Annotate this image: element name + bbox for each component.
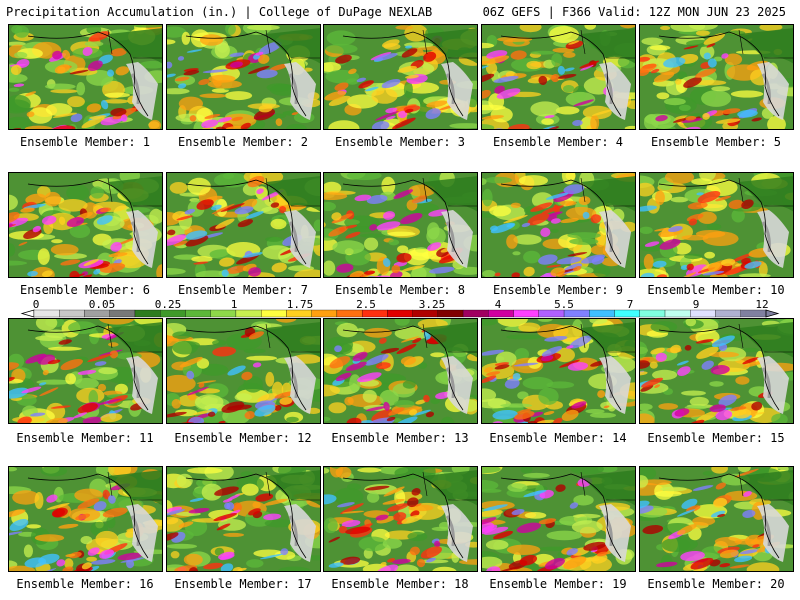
ensemble-member-label: Ensemble Member: 19 — [489, 577, 627, 591]
ensemble-member-map — [166, 24, 321, 130]
ensemble-member-label: Ensemble Member: 4 — [492, 135, 624, 149]
ensemble-member-label: Ensemble Member: 8 — [334, 283, 466, 297]
ensemble-member-label: Ensemble Member: 14 — [489, 431, 627, 445]
ensemble-member-map — [166, 172, 321, 278]
ensemble-member-map — [323, 172, 478, 278]
colorbar-tick-label: 5.5 — [554, 298, 574, 311]
colorbar-tick-label: 0 — [32, 298, 40, 311]
colorbar-tick-label: 1.75 — [286, 298, 314, 311]
ensemble-member-map — [8, 172, 163, 278]
colorbar-swatch — [387, 309, 413, 318]
ensemble-member-label: Ensemble Member: 9 — [492, 283, 624, 297]
colorbar-swatch — [664, 309, 691, 318]
ensemble-member-label: Ensemble Member: 11 — [16, 431, 154, 445]
ensemble-member-label: Ensemble Member: 17 — [174, 577, 312, 591]
colorbar-tick-label: 0.25 — [154, 298, 182, 311]
colorbar-swatch — [740, 309, 767, 318]
colorbar-swatch — [59, 309, 85, 318]
ensemble-member-label: Ensemble Member: 2 — [177, 135, 309, 149]
ensemble-member-map — [639, 466, 794, 572]
ensemble-member-map — [639, 172, 794, 278]
ensemble-member-map — [323, 318, 478, 424]
precip-colorbar — [20, 309, 780, 318]
colorbar-swatch — [513, 309, 539, 318]
colorbar-swatch — [261, 309, 287, 318]
colorbar-swatch — [84, 309, 110, 318]
ensemble-member-label: Ensemble Member: 10 — [647, 283, 785, 297]
ensemble-member-map — [481, 318, 636, 424]
colorbar-swatch — [286, 309, 312, 318]
colorbar-tick-label: 0.05 — [88, 298, 116, 311]
colorbar-swatch — [538, 309, 565, 318]
ensemble-member-map — [166, 318, 321, 424]
ensemble-member-map — [8, 24, 163, 130]
ensemble-member-map — [323, 24, 478, 130]
colorbar-swatch — [462, 309, 489, 318]
colorbar-tick-label: 3.25 — [418, 298, 446, 311]
ensemble-member-label: Ensemble Member: 16 — [16, 577, 154, 591]
map-title: Precipitation Accumulation (in.) | Colle… — [6, 5, 433, 19]
colorbar-swatch — [715, 309, 741, 318]
colorbar-swatch — [361, 309, 388, 318]
colorbar-swatch — [33, 309, 60, 318]
ensemble-member-label: Ensemble Member: 13 — [331, 431, 469, 445]
colorbar-swatch — [134, 309, 161, 318]
colorbar-swatch — [160, 309, 186, 318]
ensemble-member-map — [481, 466, 636, 572]
ensemble-member-label: Ensemble Member: 6 — [19, 283, 151, 297]
ensemble-member-map — [8, 466, 163, 572]
ensemble-member-label: Ensemble Member: 1 — [19, 135, 151, 149]
colorbar-swatch — [235, 309, 262, 318]
colorbar-swatch — [210, 309, 237, 318]
ensemble-member-label: Ensemble Member: 15 — [647, 431, 785, 445]
colorbar-swatch — [690, 309, 716, 318]
colorbar-swatch — [589, 309, 615, 318]
colorbar-swatch — [639, 309, 666, 318]
ensemble-member-label: Ensemble Member: 20 — [647, 577, 785, 591]
colorbar-swatch — [185, 309, 211, 318]
colorbar-tick-label: 12 — [755, 298, 769, 311]
ensemble-member-map — [481, 172, 636, 278]
colorbar-tick-label: 7 — [626, 298, 634, 311]
ensemble-member-label: Ensemble Member: 5 — [650, 135, 782, 149]
colorbar-swatch — [336, 309, 363, 318]
colorbar-tick-label: 1 — [230, 298, 238, 311]
ensemble-member-label: Ensemble Member: 7 — [177, 283, 309, 297]
colorbar-swatch — [563, 309, 590, 318]
ensemble-member-label: Ensemble Member: 18 — [331, 577, 469, 591]
colorbar-swatch — [437, 309, 464, 318]
colorbar-swatch — [311, 309, 338, 318]
colorbar-swatch — [109, 309, 136, 318]
colorbar-swatch — [488, 309, 514, 318]
ensemble-member-map — [323, 466, 478, 572]
ensemble-member-map — [639, 318, 794, 424]
colorbar-tick-label: 9 — [692, 298, 700, 311]
run-valid-time: 06Z GEFS | F366 Valid: 12Z MON JUN 23 20… — [482, 5, 786, 19]
ensemble-member-label: Ensemble Member: 12 — [174, 431, 312, 445]
ensemble-member-label: Ensemble Member: 3 — [334, 135, 466, 149]
ensemble-member-map — [166, 466, 321, 572]
ensemble-member-map — [8, 318, 163, 424]
ensemble-member-map — [639, 24, 794, 130]
colorbar-swatch — [412, 309, 439, 318]
colorbar-swatch — [614, 309, 640, 318]
colorbar-tick-label: 2.5 — [356, 298, 376, 311]
colorbar-tick-label: 4 — [494, 298, 502, 311]
ensemble-member-map — [481, 24, 636, 130]
